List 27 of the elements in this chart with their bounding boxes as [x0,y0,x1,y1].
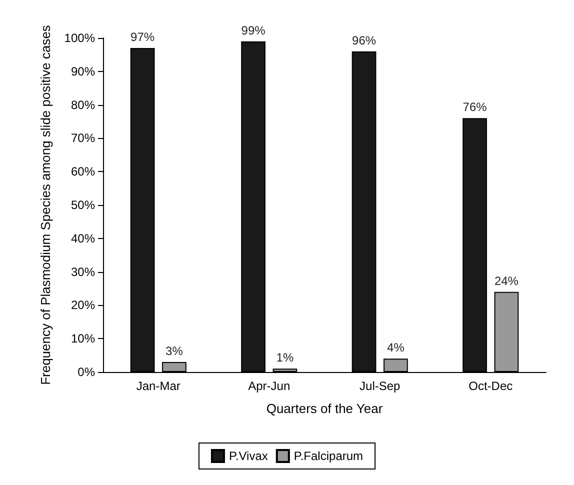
y-tick-label: 70% [70,131,96,146]
y-tick-label: 30% [70,264,96,279]
y-tick-label: 40% [70,231,96,246]
data-label: 1% [276,350,294,365]
y-tick-label: 100% [64,31,96,45]
y-tick-label: 10% [70,332,96,346]
y-tick-label: 50% [70,198,96,212]
legend-label: P.Falciparum [294,449,364,463]
x-tick-label: Apr-Jun [248,379,290,393]
y-axis-title: Frequency of Plasmodium Species among slide positive cases [38,24,53,385]
y-tick-label: 60% [70,164,96,179]
data-label: 99% [241,23,266,38]
y-tick-label: 90% [70,64,96,78]
y-tick-label: 80% [70,98,96,112]
data-label: 97% [130,30,155,44]
data-label: 76% [462,100,488,114]
x-tick-label: Jan-Mar [136,379,180,393]
y-tick-label: 0% [78,365,96,379]
y-tick-label: 20% [70,298,96,312]
x-tick-label: Oct-Dec [468,379,513,393]
data-label: 3% [166,344,184,358]
x-axis-title: Quarters of the Year [266,401,384,416]
legend-label: P.Vivax [228,449,268,463]
data-label: 4% [387,340,405,355]
data-label: 96% [352,33,376,48]
x-tick-label: Jul-Sep [360,379,401,393]
data-label: 24% [494,274,519,288]
